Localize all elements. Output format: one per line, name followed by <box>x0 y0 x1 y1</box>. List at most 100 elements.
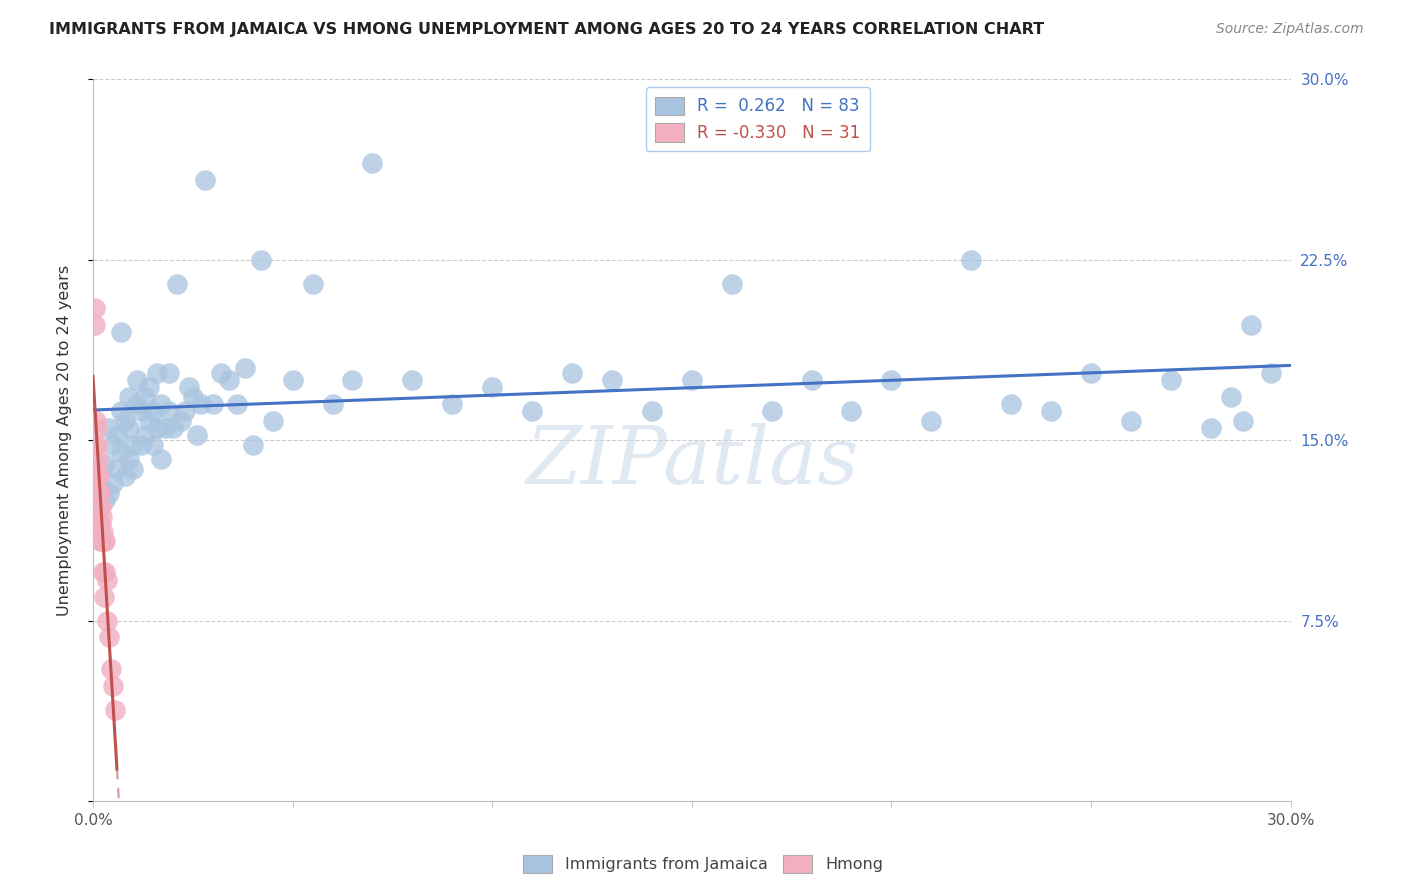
Point <box>146 366 169 380</box>
Point <box>93 590 115 604</box>
Point <box>118 421 141 435</box>
Point <box>129 404 152 418</box>
Point <box>481 380 503 394</box>
Point <box>157 366 180 380</box>
Point <box>87 469 110 483</box>
Point <box>138 414 160 428</box>
Point <box>225 397 247 411</box>
Point <box>90 481 112 495</box>
Point <box>233 360 256 375</box>
Point <box>880 373 903 387</box>
Point <box>641 404 664 418</box>
Point <box>1160 373 1182 387</box>
Point <box>441 397 464 411</box>
Point <box>170 414 193 428</box>
Point <box>149 397 172 411</box>
Point <box>110 325 132 339</box>
Point <box>249 252 271 267</box>
Point <box>134 390 156 404</box>
Text: Source: ZipAtlas.com: Source: ZipAtlas.com <box>1216 22 1364 37</box>
Point <box>98 631 121 645</box>
Text: IMMIGRANTS FROM JAMAICA VS HMONG UNEMPLOYMENT AMONG AGES 20 TO 24 YEARS CORRELAT: IMMIGRANTS FROM JAMAICA VS HMONG UNEMPLO… <box>49 22 1045 37</box>
Point <box>105 428 128 442</box>
Point <box>100 662 122 676</box>
Point <box>94 493 117 508</box>
Point <box>90 510 112 524</box>
Point <box>94 457 117 471</box>
Point <box>101 679 124 693</box>
Point <box>1080 366 1102 380</box>
Point <box>125 373 148 387</box>
Point <box>129 438 152 452</box>
Point <box>114 469 136 483</box>
Point <box>96 573 118 587</box>
Text: ZIPatlas: ZIPatlas <box>524 423 859 500</box>
Point <box>101 438 124 452</box>
Point <box>173 404 195 418</box>
Point <box>177 380 200 394</box>
Point <box>242 438 264 452</box>
Point <box>84 414 107 428</box>
Point <box>86 438 108 452</box>
Point <box>91 566 114 580</box>
Point <box>401 373 423 387</box>
Point <box>122 438 145 452</box>
Point <box>89 486 111 500</box>
Point <box>186 428 208 442</box>
Point <box>761 404 783 418</box>
Point <box>166 277 188 291</box>
Point <box>84 318 107 332</box>
Point <box>105 462 128 476</box>
Point <box>600 373 623 387</box>
Point <box>157 404 180 418</box>
Point <box>93 534 115 549</box>
Point <box>101 476 124 491</box>
Point <box>138 380 160 394</box>
Point <box>262 414 284 428</box>
Point <box>114 414 136 428</box>
Point <box>322 397 344 411</box>
Point <box>218 373 240 387</box>
Point <box>118 390 141 404</box>
Point <box>1040 404 1063 418</box>
Point <box>118 452 141 467</box>
Point <box>1232 414 1254 428</box>
Point <box>134 428 156 442</box>
Point <box>209 366 232 380</box>
Point <box>281 373 304 387</box>
Point <box>90 517 112 532</box>
Point <box>91 524 114 539</box>
Point <box>142 404 165 418</box>
Point <box>960 252 983 267</box>
Point <box>104 703 127 717</box>
Point <box>149 452 172 467</box>
Point <box>87 452 110 467</box>
Point <box>87 469 110 483</box>
Point <box>153 421 176 435</box>
Y-axis label: Unemployment Among Ages 20 to 24 years: Unemployment Among Ages 20 to 24 years <box>58 265 72 615</box>
Point <box>94 566 117 580</box>
Point <box>301 277 323 291</box>
Point <box>342 373 364 387</box>
Point <box>84 301 107 315</box>
Point <box>90 534 112 549</box>
Point <box>142 438 165 452</box>
Point <box>1240 318 1263 332</box>
Point <box>1119 414 1142 428</box>
Point <box>98 421 121 435</box>
Point <box>94 534 117 549</box>
Point <box>86 421 108 435</box>
Point <box>122 462 145 476</box>
Point <box>96 614 118 628</box>
Point <box>84 438 107 452</box>
Point <box>194 173 217 187</box>
Point <box>87 500 110 515</box>
Point <box>146 421 169 435</box>
Point <box>190 397 212 411</box>
Point <box>201 397 224 411</box>
Point <box>87 486 110 500</box>
Point <box>1219 390 1241 404</box>
Legend: Immigrants from Jamaica, Hmong: Immigrants from Jamaica, Hmong <box>516 848 890 880</box>
Point <box>920 414 942 428</box>
Point <box>87 517 110 532</box>
